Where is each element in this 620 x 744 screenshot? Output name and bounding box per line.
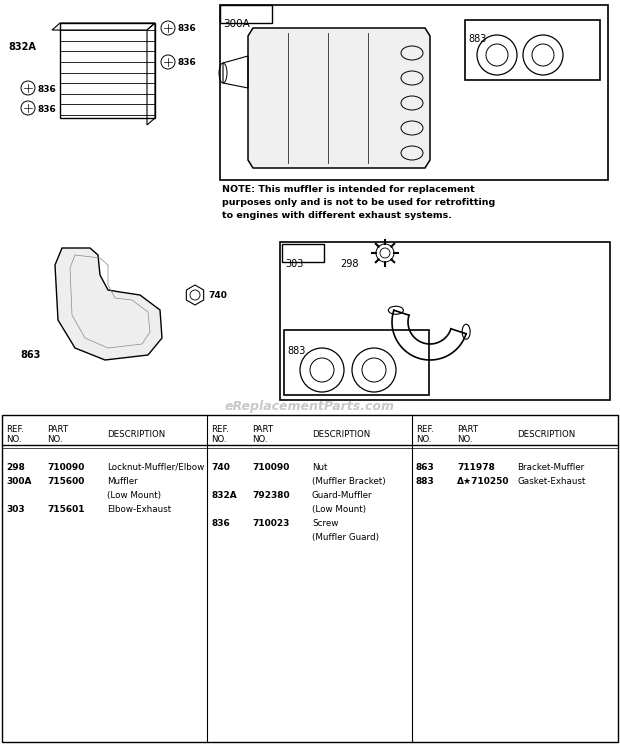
Bar (282, 244, 324, 262)
Text: NO.: NO. (6, 435, 22, 444)
Text: Elbow-Exhaust: Elbow-Exhaust (107, 505, 171, 514)
Text: 715600: 715600 (47, 477, 84, 486)
Text: Gasket-Exhaust: Gasket-Exhaust (517, 477, 585, 486)
Bar (284, 330, 429, 395)
Text: DESCRIPTION: DESCRIPTION (517, 430, 575, 439)
Text: 300A: 300A (223, 19, 250, 29)
Text: PART: PART (252, 425, 273, 434)
Text: REF.: REF. (6, 425, 24, 434)
Text: 740: 740 (211, 463, 230, 472)
Bar (220, 5, 608, 180)
Text: to engines with different exhaust systems.: to engines with different exhaust system… (222, 211, 452, 220)
Text: 710023: 710023 (252, 519, 290, 528)
Text: 715601: 715601 (47, 505, 84, 514)
Text: 298: 298 (340, 259, 358, 269)
Text: 883: 883 (287, 346, 306, 356)
Text: Screw: Screw (312, 519, 339, 528)
Text: 300A: 300A (6, 477, 32, 486)
Text: 836: 836 (178, 58, 197, 67)
Text: 863: 863 (20, 350, 40, 360)
Text: 836: 836 (178, 24, 197, 33)
Text: 710090: 710090 (252, 463, 290, 472)
Text: Locknut-Muffler/Elbow: Locknut-Muffler/Elbow (107, 463, 204, 472)
Text: Nut: Nut (312, 463, 327, 472)
Text: (Muffler Guard): (Muffler Guard) (312, 533, 379, 542)
Text: 303: 303 (285, 259, 303, 269)
Text: (Low Mount): (Low Mount) (107, 491, 161, 500)
Text: 710090: 710090 (47, 463, 84, 472)
Text: REF.: REF. (211, 425, 229, 434)
Bar (220, 5, 272, 23)
Text: PART: PART (47, 425, 68, 434)
Text: 883: 883 (468, 34, 486, 44)
Text: Δ★710250: Δ★710250 (457, 477, 510, 486)
Text: 836: 836 (38, 105, 57, 114)
Text: 883: 883 (416, 477, 435, 486)
Text: NO.: NO. (211, 435, 226, 444)
Text: DESCRIPTION: DESCRIPTION (107, 430, 166, 439)
Text: NO.: NO. (252, 435, 267, 444)
Text: 711978: 711978 (457, 463, 495, 472)
Bar (465, 20, 600, 80)
Text: (Muffler Bracket): (Muffler Bracket) (312, 477, 386, 486)
Text: 740: 740 (208, 291, 227, 300)
Text: 863: 863 (416, 463, 435, 472)
Text: Guard-Muffler: Guard-Muffler (312, 491, 373, 500)
Text: 792380: 792380 (252, 491, 290, 500)
Text: NO.: NO. (416, 435, 432, 444)
Text: NO.: NO. (457, 435, 472, 444)
Text: 836: 836 (38, 85, 57, 94)
Text: Bracket-Muffler: Bracket-Muffler (517, 463, 584, 472)
Text: eReplacementParts.com: eReplacementParts.com (225, 400, 395, 413)
Text: 836: 836 (211, 519, 230, 528)
Text: (Low Mount): (Low Mount) (312, 505, 366, 514)
Text: DESCRIPTION: DESCRIPTION (312, 430, 370, 439)
Text: NO.: NO. (47, 435, 63, 444)
Text: 832A: 832A (211, 491, 237, 500)
Text: NOTE: This muffler is intended for replacement: NOTE: This muffler is intended for repla… (222, 185, 475, 194)
Text: purposes only and is not to be used for retrofitting: purposes only and is not to be used for … (222, 198, 495, 207)
Polygon shape (248, 28, 430, 168)
Text: Muffler: Muffler (107, 477, 138, 486)
Bar (2, 415, 618, 742)
Text: REF.: REF. (416, 425, 434, 434)
Text: PART: PART (457, 425, 478, 434)
Text: 298: 298 (6, 463, 25, 472)
Text: 832A: 832A (8, 42, 36, 52)
Bar (280, 242, 610, 400)
Text: 303: 303 (6, 505, 25, 514)
Polygon shape (55, 248, 162, 360)
